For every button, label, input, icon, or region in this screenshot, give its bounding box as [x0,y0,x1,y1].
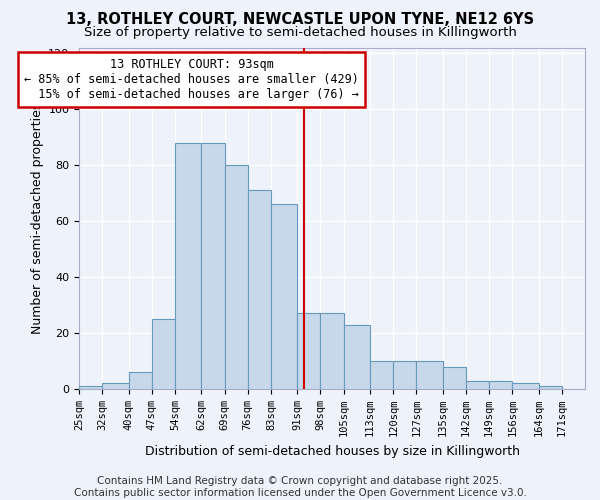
Text: Size of property relative to semi-detached houses in Killingworth: Size of property relative to semi-detach… [83,26,517,39]
Bar [393,361,416,389]
Text: 13, ROTHLEY COURT, NEWCASTLE UPON TYNE, NE12 6YS: 13, ROTHLEY COURT, NEWCASTLE UPON TYNE, … [66,12,534,28]
Bar [512,384,539,389]
Bar [370,361,393,389]
Bar [489,380,512,389]
Bar [539,386,562,389]
Bar [416,361,443,389]
Y-axis label: Number of semi-detached properties: Number of semi-detached properties [31,102,44,334]
X-axis label: Distribution of semi-detached houses by size in Killingworth: Distribution of semi-detached houses by … [145,444,520,458]
Bar [248,190,271,389]
Bar [320,314,344,389]
Bar [443,366,466,389]
Bar [344,324,370,389]
Bar [79,386,102,389]
Text: Contains HM Land Registry data © Crown copyright and database right 2025.
Contai: Contains HM Land Registry data © Crown c… [74,476,526,498]
Bar [152,319,175,389]
Bar [102,384,129,389]
Bar [224,165,248,389]
Text: 13 ROTHLEY COURT: 93sqm
← 85% of semi-detached houses are smaller (429)
  15% of: 13 ROTHLEY COURT: 93sqm ← 85% of semi-de… [24,58,359,100]
Bar [298,314,320,389]
Bar [466,380,489,389]
Bar [202,142,224,389]
Bar [271,204,298,389]
Bar [129,372,152,389]
Bar [175,142,202,389]
